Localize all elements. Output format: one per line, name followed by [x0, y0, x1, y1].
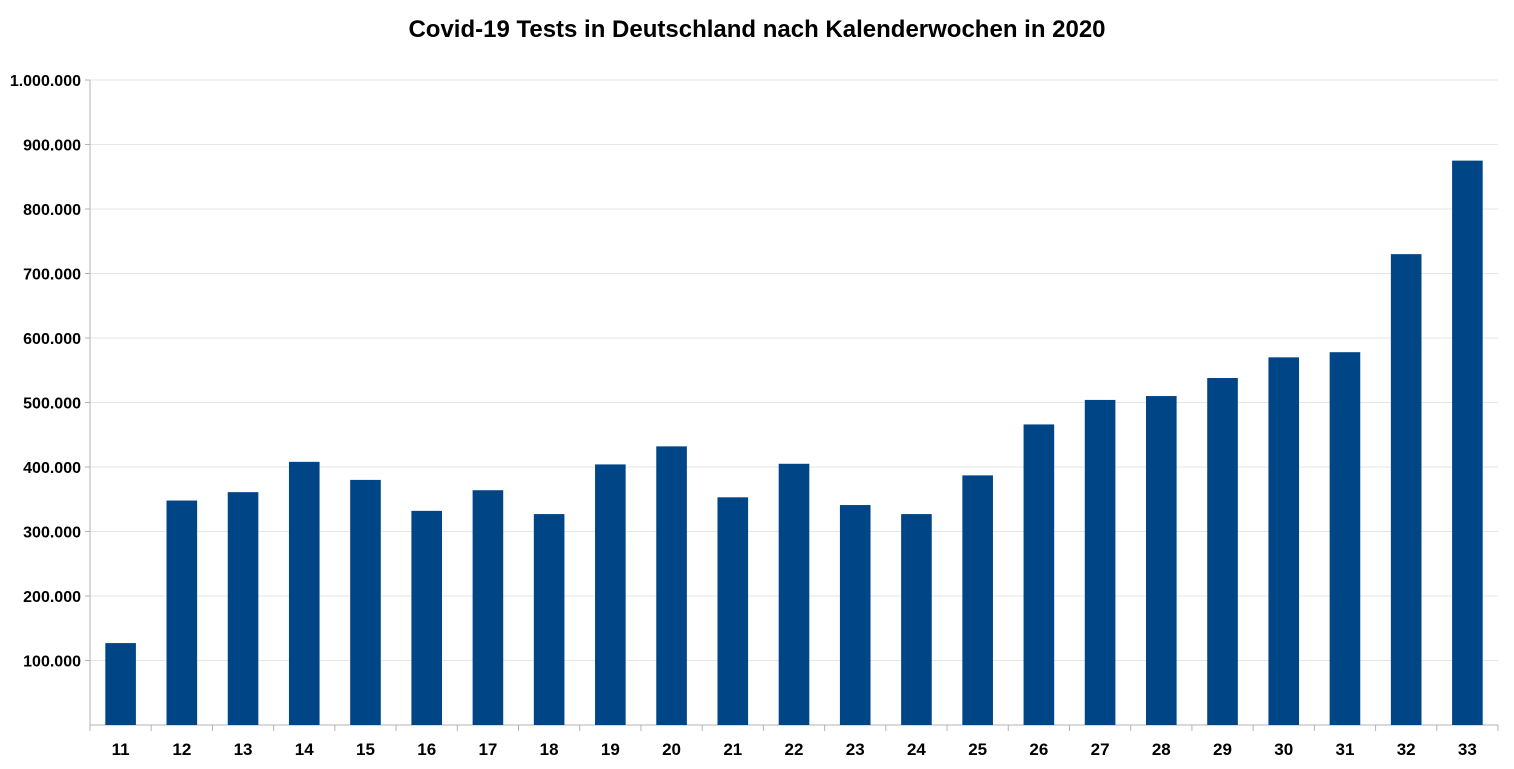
bar-week-20	[656, 446, 687, 725]
bar-week-12	[166, 500, 198, 725]
bars	[105, 160, 1483, 725]
y-tick-label: 200.000	[23, 589, 81, 606]
x-tick-label: 12	[172, 740, 191, 759]
bar-week-31	[1329, 352, 1361, 725]
x-tick-label: 27	[1091, 740, 1110, 759]
x-tick-label: 26	[1029, 740, 1048, 759]
x-tick-label: 25	[968, 740, 987, 759]
x-tick-label: 19	[601, 740, 620, 759]
x-tick-label: 13	[234, 740, 253, 759]
x-tick-label: 22	[785, 740, 804, 759]
x-tick-label: 29	[1213, 740, 1232, 759]
x-tick-label: 18	[540, 740, 559, 759]
x-tick-label: 33	[1458, 740, 1477, 759]
y-tick-label: 600.000	[23, 331, 81, 348]
bar-week-29	[1207, 377, 1238, 725]
x-tick-label: 11	[112, 740, 130, 759]
bar-week-15	[350, 479, 381, 725]
y-tick-label: 700.000	[23, 267, 81, 284]
y-tick-label: 300.000	[23, 525, 81, 542]
bar-week-16	[411, 510, 442, 725]
bar-week-23	[839, 505, 871, 725]
y-tick-labels: 100.000 200.000 300.000 400.000 500.000 600.0…	[10, 73, 81, 671]
x-tick-label: 16	[417, 740, 436, 759]
bar-week-25	[962, 475, 993, 725]
x-tick-label: 23	[846, 740, 865, 759]
bar-week-13	[227, 492, 259, 725]
bar-week-19	[595, 464, 626, 725]
bar-week-17	[472, 490, 504, 725]
y-tick-label: 100.000	[23, 654, 81, 671]
x-tick-label: 28	[1152, 740, 1171, 759]
bar-week-27	[1084, 399, 1116, 725]
bar-week-33	[1452, 160, 1483, 725]
chart-title: Covid-19 Tests in Deutschland nach Kalen…	[408, 16, 1106, 43]
bar-week-32	[1390, 254, 1422, 725]
x-tick-label: 31	[1335, 740, 1354, 759]
y-tick-label: 800.000	[23, 202, 81, 219]
x-tick-label: 15	[356, 740, 375, 759]
bar-week-21	[717, 497, 749, 725]
bar-week-22	[778, 463, 810, 725]
x-tick-label: 30	[1274, 740, 1293, 759]
x-tick-label: 14	[295, 740, 314, 759]
y-tick-label: 900.000	[23, 138, 81, 155]
x-tick-label: 24	[907, 740, 926, 759]
x-tick-label: 21	[723, 740, 742, 759]
bar-week-30	[1268, 357, 1300, 725]
bar-week-28	[1146, 396, 1177, 725]
y-tick-label: 1.000.000	[10, 73, 81, 90]
bar-week-18	[533, 514, 565, 725]
bar-week-11	[105, 643, 136, 725]
x-tick-labels: 11 12 13 14 15 16 17 18 19 20 21 22 23 24 25 26 27 28 29 30…	[112, 740, 1477, 759]
bar-week-24	[901, 514, 932, 725]
y-tick-label: 400.000	[23, 460, 81, 477]
gridlines	[90, 79, 1498, 661]
bar-week-14	[288, 461, 320, 725]
bar-week-26	[1023, 424, 1055, 725]
x-tick-label: 32	[1397, 740, 1416, 759]
x-tick-label: 20	[662, 740, 681, 759]
y-tick-label: 500.000	[23, 396, 81, 413]
x-tick-label: 17	[478, 740, 497, 759]
